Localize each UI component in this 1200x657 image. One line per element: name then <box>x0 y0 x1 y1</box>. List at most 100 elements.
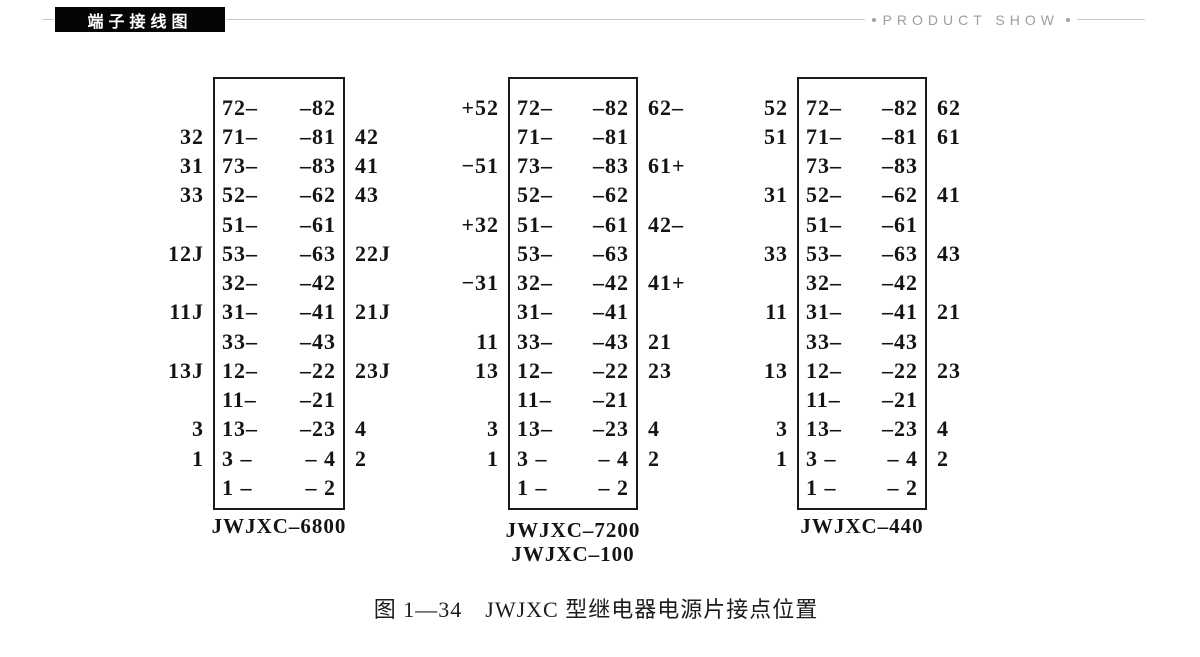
terminal-row: 51– –61 <box>150 210 391 239</box>
diagram-model-labels: JWJXC–6800 <box>211 514 347 538</box>
inner-right-terminal: –23 <box>300 416 336 442</box>
outer-right-terminal: 41+ <box>648 270 686 296</box>
inner-left-terminal: 51– <box>222 211 258 237</box>
inner-right-terminal: –22 <box>882 357 918 383</box>
outer-right-terminal: 43 <box>937 240 961 266</box>
inner-right-terminal: –81 <box>882 123 918 149</box>
inner-left-terminal: 71– <box>517 123 553 149</box>
outer-left-terminal: +32 <box>461 211 499 237</box>
bullet-dot-icon <box>871 17 876 22</box>
terminal-row: 33– –43 <box>727 327 961 356</box>
terminal-row: 1 – – 2 <box>150 473 391 502</box>
inner-right-terminal: – 2 <box>305 474 336 500</box>
terminal-box-outline <box>213 77 345 510</box>
terminal-row: 13 12– –22 23 <box>435 356 686 385</box>
terminal-row: +52 72– –82 62– <box>435 93 686 122</box>
terminal-row: 71– –81 <box>435 122 686 151</box>
outer-right-terminal: 61 <box>937 123 961 149</box>
inner-left-terminal: 71– <box>222 123 258 149</box>
terminal-row: 12J 53– –63 22J <box>150 239 391 268</box>
inner-left-terminal: 12– <box>806 357 842 383</box>
outer-right-terminal: 22J <box>355 240 391 266</box>
inner-right-terminal: –21 <box>882 387 918 413</box>
inner-right-terminal: –83 <box>593 153 629 179</box>
outer-right-terminal: 41 <box>937 182 961 208</box>
inner-right-terminal: –23 <box>593 416 629 442</box>
outer-left-terminal: +52 <box>461 94 499 120</box>
terminal-row: 1 3 – – 4 2 <box>435 444 686 473</box>
inner-left-terminal: 3 – <box>517 445 548 471</box>
inner-left-terminal: 71– <box>806 123 842 149</box>
terminal-row: 13J 12– –22 23J <box>150 356 391 385</box>
terminal-row: 1 3 – – 4 2 <box>150 444 391 473</box>
inner-right-terminal: –43 <box>882 328 918 354</box>
inner-left-terminal: 73– <box>517 153 553 179</box>
inner-left-terminal: 1 – <box>806 474 837 500</box>
inner-left-terminal: 13– <box>222 416 258 442</box>
outer-right-terminal: 62 <box>937 94 961 120</box>
inner-right-terminal: –22 <box>593 357 629 383</box>
diagram-model-label: JWJXC–6800 <box>211 514 347 538</box>
outer-left-terminal: 11 <box>476 328 499 354</box>
terminal-diagram-jwjxc-7200-100: +52 72– –82 62– 71– –81 −51 73– –83 61+ 52– –62 +32 5… <box>435 77 686 566</box>
inner-right-terminal: –82 <box>300 94 336 120</box>
inner-left-terminal: 33– <box>806 328 842 354</box>
outer-right-terminal: 23 <box>937 357 961 383</box>
terminal-row: 11 31– –41 21 <box>727 298 961 327</box>
terminal-row: 33– –43 <box>150 327 391 356</box>
outer-left-terminal: 1 <box>776 445 788 471</box>
section-tag-label: 端子接线图 <box>87 13 193 31</box>
outer-left-terminal: 11J <box>169 299 204 325</box>
diagram-model-label: JWJXC–100 <box>511 542 635 566</box>
outer-left-terminal: 51 <box>764 123 788 149</box>
terminal-row: 32– –42 <box>150 269 391 298</box>
outer-right-terminal: 42– <box>648 211 684 237</box>
inner-left-terminal: 53– <box>222 240 258 266</box>
inner-left-terminal: 32– <box>222 270 258 296</box>
terminal-row: 33 53– –63 43 <box>727 239 961 268</box>
inner-left-terminal: 73– <box>806 153 842 179</box>
terminal-row: 3 13– –23 4 <box>150 415 391 444</box>
header-rule-long <box>226 19 865 20</box>
terminal-rows: 72– –82 32 71– –81 42 31 73– –83 41 33 52– –62 43 51– –… <box>150 93 391 503</box>
terminal-row: −31 32– –42 41+ <box>435 269 686 298</box>
terminal-row: 51– –61 <box>727 210 961 239</box>
terminal-box-outline <box>797 77 927 510</box>
inner-left-terminal: 13– <box>806 416 842 442</box>
inner-right-terminal: –41 <box>300 299 336 325</box>
section-tag: 端子接线图 <box>55 7 225 32</box>
outer-right-terminal: 4 <box>648 416 660 442</box>
outer-right-terminal: 2 <box>355 445 367 471</box>
outer-right-terminal: 4 <box>937 416 949 442</box>
inner-left-terminal: 53– <box>806 240 842 266</box>
inner-left-terminal: 72– <box>517 94 553 120</box>
terminal-row: 51 71– –81 61 <box>727 122 961 151</box>
figure-caption: 图 1—34 JWJXC 型继电器电源片接点位置 <box>373 597 819 622</box>
diagram-model-label: JWJXC–7200 <box>505 518 641 542</box>
outer-left-terminal: 52 <box>764 94 788 120</box>
inner-right-terminal: – 4 <box>598 445 629 471</box>
terminal-diagram-jwjxc-6800: 72– –82 32 71– –81 42 31 73– –83 41 33 52– –62 43 51– –… <box>150 77 391 538</box>
outer-left-terminal: −31 <box>461 270 499 296</box>
outer-right-terminal: 21 <box>937 299 961 325</box>
inner-left-terminal: 3 – <box>222 445 253 471</box>
outer-left-terminal: 33 <box>764 240 788 266</box>
outer-left-terminal: −51 <box>461 153 499 179</box>
terminal-row: 31 52– –62 41 <box>727 181 961 210</box>
outer-right-terminal: 4 <box>355 416 367 442</box>
inner-left-terminal: 33– <box>517 328 553 354</box>
outer-right-terminal: 41 <box>355 153 379 179</box>
outer-left-terminal: 33 <box>180 182 204 208</box>
terminal-row: 1 3 – – 4 2 <box>727 444 961 473</box>
inner-right-terminal: –42 <box>593 270 629 296</box>
terminal-row: 32– –42 <box>727 269 961 298</box>
inner-left-terminal: 31– <box>222 299 258 325</box>
inner-right-terminal: –61 <box>882 211 918 237</box>
inner-left-terminal: 31– <box>806 299 842 325</box>
inner-right-terminal: –81 <box>300 123 336 149</box>
outer-right-terminal: 2 <box>937 445 949 471</box>
header-rule-strip: PRODUCT SHOW <box>226 12 1145 28</box>
diagram-model-labels: JWJXC–7200 JWJXC–100 <box>505 518 641 566</box>
inner-right-terminal: –43 <box>300 328 336 354</box>
